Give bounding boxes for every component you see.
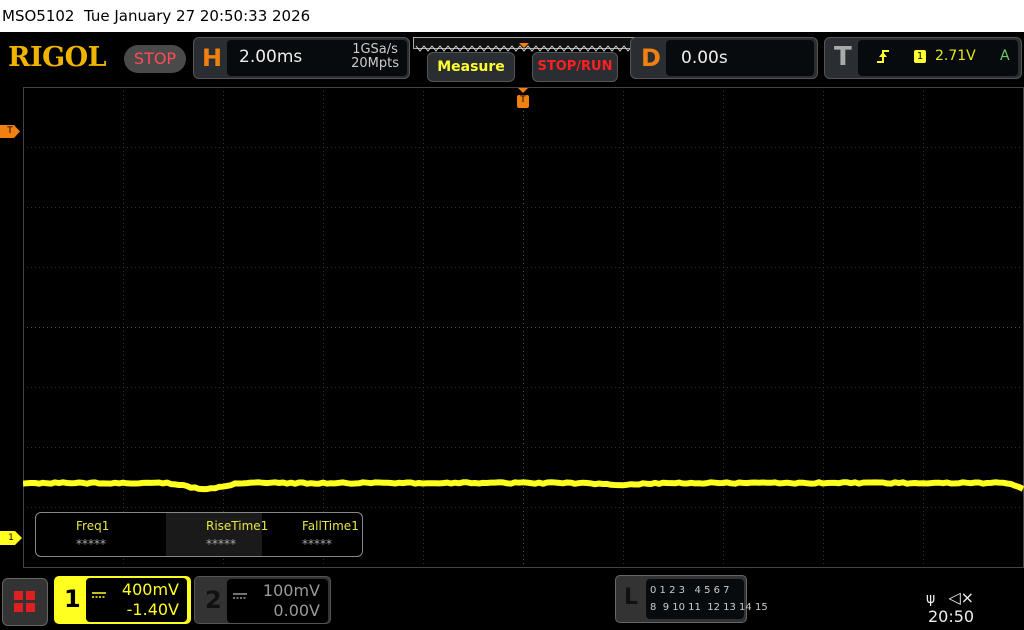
usb-icon: ψ [926,591,935,607]
measurement-fall-time[interactable]: FallTime1 ***** [262,513,358,556]
ch1-offset-marker[interactable]: 1 [0,531,22,545]
speaker-muted-icon[interactable]: ◁× [948,588,974,607]
model: MSO5102 [2,7,74,25]
waveform-grid[interactable] [23,87,1024,568]
trigger-level-marker[interactable]: T [0,125,20,138]
delay-letter: D [641,44,661,72]
dc-coupling-icon [233,585,247,604]
trigger-panel[interactable]: T 1 2.71V A [824,37,1022,79]
delay-value: 0.00s [681,48,728,68]
ch2-offset: 0.00V [273,601,320,620]
logic-channels-8-15: 8 9 10 11 12 13 14 15 [650,599,740,616]
measurement-freq[interactable]: Freq1 ***** [36,513,132,556]
rising-edge-icon [876,48,890,68]
memory-waveform-strip [413,37,635,49]
measure-button[interactable]: Measure [427,52,515,82]
sample-rate: 1GSa/s [351,43,399,57]
trigger-level: 2.71V [935,48,976,64]
memory-depth: 20Mpts [351,57,399,71]
timebase: 2.00ms [239,47,302,67]
rigol-logo: RIGOL [8,42,106,73]
clock: 20:50 [928,607,974,626]
measurement-rise-time[interactable]: RiseTime1 ***** [166,513,262,556]
trigger-mode: A [1000,48,1010,64]
measurement-results-panel[interactable]: Freq1 ***** RiseTime1 ***** FallTime1 ***** [35,512,363,557]
ch1-offset: -1.40V [127,600,179,619]
trigger-source: 1 [914,50,926,63]
ch2-scale: 100mV [263,581,320,600]
channel-1-panel[interactable]: 1 400mV -1.40V [54,576,191,624]
dc-coupling-icon [92,584,106,603]
stop-run-button[interactable]: STOP/RUN [532,52,618,82]
ch1-scale: 400mV [122,580,179,599]
run-state-badge[interactable]: STOP [124,45,186,73]
ch1-trace [23,482,1023,489]
main-menu-button[interactable] [2,578,48,626]
menu-grid-icon [3,579,47,625]
datetime: Tue January 27 20:50:33 2026 [84,7,310,25]
trigger-letter: T [834,42,852,72]
delay-panel[interactable]: D 0.00s [630,37,818,79]
trigger-position-marker[interactable]: T [516,88,530,110]
logic-analyzer-panel[interactable]: L 0 1 2 3 4 5 6 78 9 10 11 12 13 14 15 [615,575,747,623]
logic-channels-0-7: 0 1 2 3 4 5 6 7 [650,582,740,599]
title-bar: MSO5102 Tue January 27 20:50:33 2026 [0,0,1024,32]
horizontal-letter: H [202,44,222,72]
horizontal-panel[interactable]: H 2.00ms 1GSa/s 20Mpts [193,37,410,79]
status-area: ψ ◁× 20:50 [926,588,1024,626]
channel-2-panel[interactable]: 2 100mV 0.00V [194,576,331,624]
